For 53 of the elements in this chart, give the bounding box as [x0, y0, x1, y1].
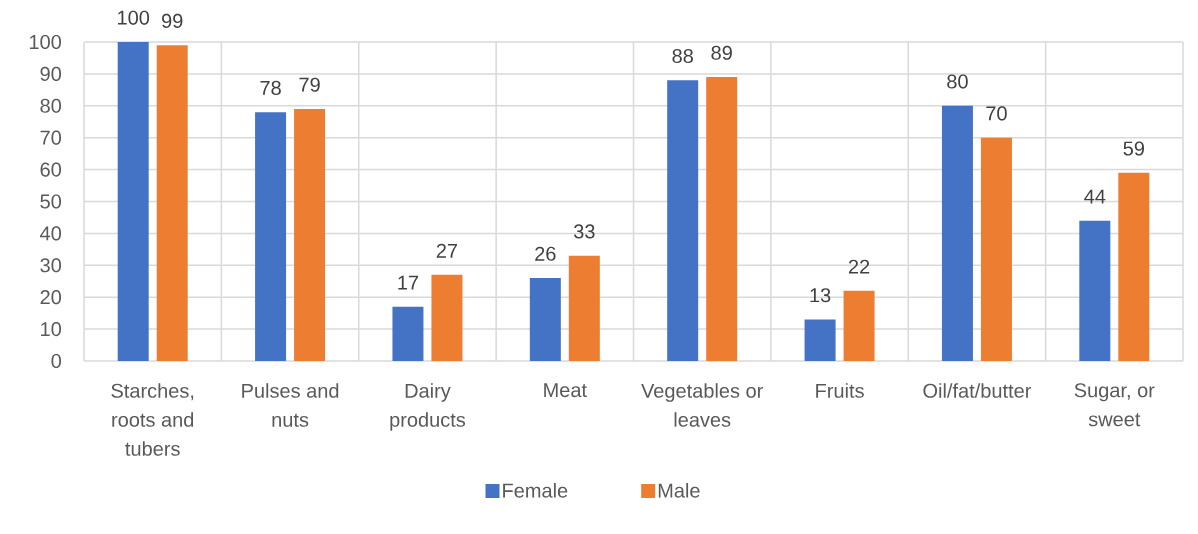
bar — [431, 274, 463, 361]
bar — [255, 112, 287, 361]
bar — [1118, 172, 1150, 361]
data-label: 13 — [810, 288, 831, 303]
bar — [843, 290, 875, 361]
x-tick-label: Dairy products — [390, 383, 466, 431]
data-label: 70 — [986, 106, 1007, 121]
bar — [706, 77, 738, 361]
bar — [156, 45, 188, 361]
x-tick-label: Starches, roots and tubers — [111, 383, 194, 456]
bar — [117, 41, 149, 361]
data-label: 89 — [711, 45, 732, 60]
y-tick-label: 60 — [40, 162, 62, 177]
y-tick-label: 30 — [40, 258, 62, 273]
x-tick-label: Oil/fat/butter — [923, 383, 1032, 398]
data-label: 22 — [848, 259, 870, 274]
y-tick-label: 100 — [29, 34, 62, 50]
data-label: 44 — [1084, 189, 1106, 204]
y-tick-label: 0 — [51, 353, 62, 369]
bar — [529, 278, 561, 361]
data-label: 99 — [162, 13, 183, 28]
x-tick-label: Meat — [544, 383, 587, 398]
y-tick-label: 50 — [40, 194, 62, 209]
data-label: 27 — [436, 243, 458, 258]
bar — [294, 108, 326, 361]
x-tick-label: Pulses and nuts — [242, 383, 339, 427]
y-tick-label: 20 — [40, 290, 62, 305]
bar — [804, 319, 836, 361]
data-label: 33 — [573, 224, 595, 239]
bar — [392, 306, 424, 361]
data-label: 59 — [1123, 141, 1144, 156]
bar — [941, 105, 973, 361]
y-tick-label: 80 — [40, 98, 62, 113]
y-tick-label: 90 — [40, 66, 62, 81]
legend-label: Male — [658, 482, 700, 498]
legend-label: Female — [503, 482, 568, 498]
bar — [980, 137, 1012, 361]
y-tick-label: 70 — [40, 130, 62, 145]
x-tick-label: Fruits — [816, 383, 864, 398]
y-tick-label: 40 — [40, 226, 62, 241]
data-label: 26 — [535, 246, 556, 261]
data-label: 80 — [947, 74, 968, 89]
bar — [667, 80, 699, 361]
bar — [568, 255, 600, 361]
x-tick-label: Vegetables or leaves — [641, 383, 763, 427]
y-tick-label: 10 — [41, 322, 62, 337]
data-label: 78 — [260, 80, 281, 95]
data-label: 100 — [118, 10, 150, 25]
bar — [1079, 220, 1111, 361]
data-label: 79 — [299, 77, 320, 92]
data-label: 88 — [672, 48, 693, 64]
x-tick-label: Sugar, or sweet — [1074, 383, 1155, 427]
data-label: 17 — [398, 275, 419, 290]
